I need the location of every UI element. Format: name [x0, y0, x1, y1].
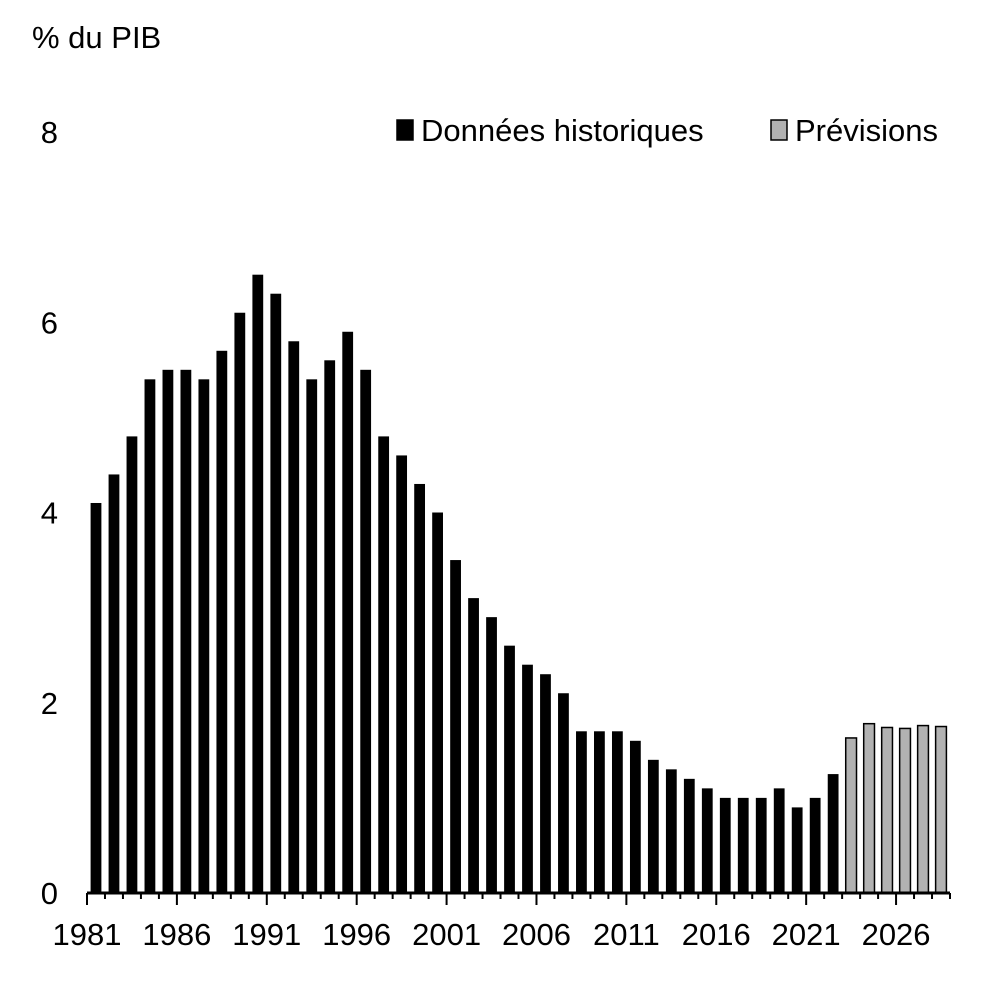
x-tick-label: 2021	[772, 917, 841, 952]
bar-historical-2000	[432, 512, 443, 893]
y-tick-label: 8	[41, 115, 58, 150]
x-tick-label: 1981	[53, 917, 122, 952]
legend-swatch-forecast	[770, 119, 788, 141]
bar-historical-2013	[665, 769, 677, 893]
bar-historical-2008	[576, 731, 587, 893]
bar-historical-1992	[288, 341, 300, 893]
bar-historical-2009	[594, 731, 605, 893]
bar-historical-1993	[306, 379, 318, 893]
y-axis-ticks: 0 2 4 6 8	[41, 115, 58, 911]
legend-label-forecast: Prévisions	[795, 113, 938, 148]
legend-swatch-historical	[396, 119, 414, 141]
bar-forecast-2026	[898, 727, 912, 894]
bar-historical-2010	[611, 731, 623, 893]
y-axis-unit-label: % du PIB	[32, 20, 161, 55]
bar-forecast-2025	[880, 726, 894, 894]
x-tick-label: 2026	[862, 917, 931, 952]
x-tick-label: 1991	[232, 917, 301, 952]
x-tick-label: 2016	[682, 917, 751, 952]
x-axis	[86, 891, 951, 905]
bar-historical-2002	[468, 598, 479, 893]
bar-historical-1984	[144, 379, 156, 893]
x-axis-ticks: 1981 1986 1991 1996 2001 2006 2011 2016 2021 2026	[53, 917, 931, 952]
bar-historical-1985	[162, 369, 174, 893]
bar-historical-1981	[90, 502, 102, 893]
bar-historical-1988	[216, 350, 228, 893]
y-tick-label: 4	[41, 496, 58, 531]
bar-historical-1997	[378, 436, 390, 893]
bar-historical-2003	[486, 617, 497, 893]
bar-historical-2018	[755, 797, 767, 894]
y-tick-label: 2	[41, 686, 58, 721]
bars	[90, 274, 948, 894]
bar-historical-2016	[719, 797, 731, 894]
bar-historical-1996	[360, 369, 372, 893]
y-tick-label: 6	[41, 305, 58, 340]
bar-historical-2021	[809, 797, 821, 894]
x-tick-label: 1986	[142, 917, 211, 952]
bar-historical-1986	[180, 369, 192, 893]
bar-historical-2012	[647, 759, 659, 893]
bar-historical-1990	[252, 274, 264, 893]
bar-historical-1989	[234, 312, 246, 893]
bar-historical-2004	[504, 645, 515, 893]
bar-historical-2005	[522, 664, 533, 893]
bar-historical-2014	[683, 778, 695, 893]
bar-forecast-2024	[862, 722, 876, 894]
bar-forecast-2027	[916, 724, 930, 894]
bar-forecast-2023	[844, 737, 858, 894]
bar-historical-1995	[342, 331, 354, 893]
bar-historical-1987	[198, 379, 210, 893]
bar-historical-2015	[701, 788, 713, 893]
legend-label-historical: Données historiques	[421, 113, 704, 148]
bar-historical-1991	[270, 293, 282, 894]
x-tick-label: 2006	[502, 917, 571, 952]
bar-historical-1994	[324, 360, 336, 893]
bar-historical-2019	[773, 788, 785, 893]
bar-historical-2007	[558, 693, 569, 893]
legend: Données historiques Prévisions	[396, 113, 938, 148]
bar-historical-2020	[791, 807, 803, 893]
bar-historical-2001	[450, 560, 461, 893]
x-tick-label: 2001	[412, 917, 481, 952]
bar-historical-2022	[827, 774, 839, 893]
bar-historical-1982	[108, 474, 120, 893]
bar-historical-1983	[126, 436, 138, 893]
bar-historical-1998	[396, 455, 408, 893]
bar-historical-2017	[737, 797, 749, 894]
bar-historical-1999	[414, 483, 426, 893]
x-tick-label: 1996	[322, 917, 391, 952]
bar-historical-2011	[629, 740, 641, 893]
bar-forecast-2028	[934, 725, 948, 894]
x-tick-label: 2011	[593, 917, 660, 952]
bar-historical-2006	[540, 674, 551, 893]
y-tick-label: 0	[41, 876, 58, 911]
